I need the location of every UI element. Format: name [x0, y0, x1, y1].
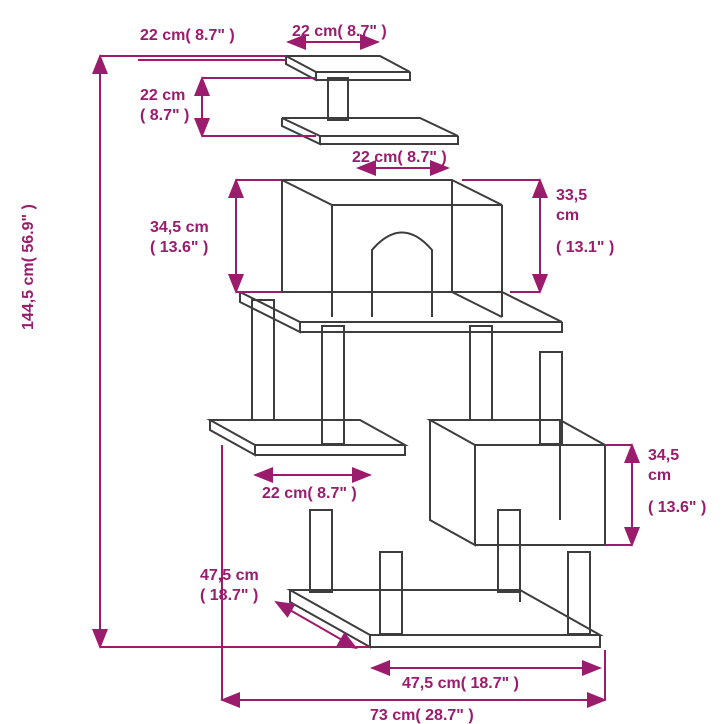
dimension-lines — [100, 42, 632, 700]
dimension-labels: 22 cm( 8.7" ) 22 cm( 8.7" ) 22 cm ( 8.7"… — [20, 23, 706, 724]
label-house-h-in: ( 13.6" ) — [150, 239, 208, 256]
label-overall-width: 73 cm( 28.7" ) — [370, 707, 474, 724]
label-base-width: 47,5 cm( 18.7" ) — [402, 675, 519, 692]
label-top-platform-w: 22 cm( 8.7" ) — [292, 23, 387, 40]
label-mid-platform-w: 22 cm( 8.7" ) — [262, 485, 357, 502]
label-top-platform-d: 22 cm( 8.7" ) — [140, 27, 235, 44]
label-lower-post-1: 34,5 — [648, 447, 679, 464]
label-house-h-cm: 34,5 cm — [150, 219, 209, 236]
label-house-oh-2: cm — [556, 207, 579, 224]
label-base-depth-in: ( 18.7" ) — [200, 587, 258, 604]
label-house-oh-3: ( 13.1" ) — [556, 239, 614, 256]
label-top-post-h-cm: 22 cm — [140, 87, 185, 104]
label-house-oh-1: 33,5 — [556, 187, 587, 204]
label-lower-post-2: cm — [648, 467, 671, 484]
diagram-svg: 22 cm( 8.7" ) 22 cm( 8.7" ) 22 cm ( 8.7"… — [0, 0, 724, 724]
label-overall-h: 144,5 cm( 56.9" ) — [20, 204, 37, 330]
label-base-depth-cm: 47,5 cm — [200, 567, 259, 584]
label-house-door-w: 22 cm( 8.7" ) — [352, 149, 447, 166]
label-top-post-h-in: ( 8.7" ) — [140, 107, 189, 124]
product-outline — [210, 56, 605, 647]
label-lower-post-3: ( 13.6" ) — [648, 499, 706, 516]
